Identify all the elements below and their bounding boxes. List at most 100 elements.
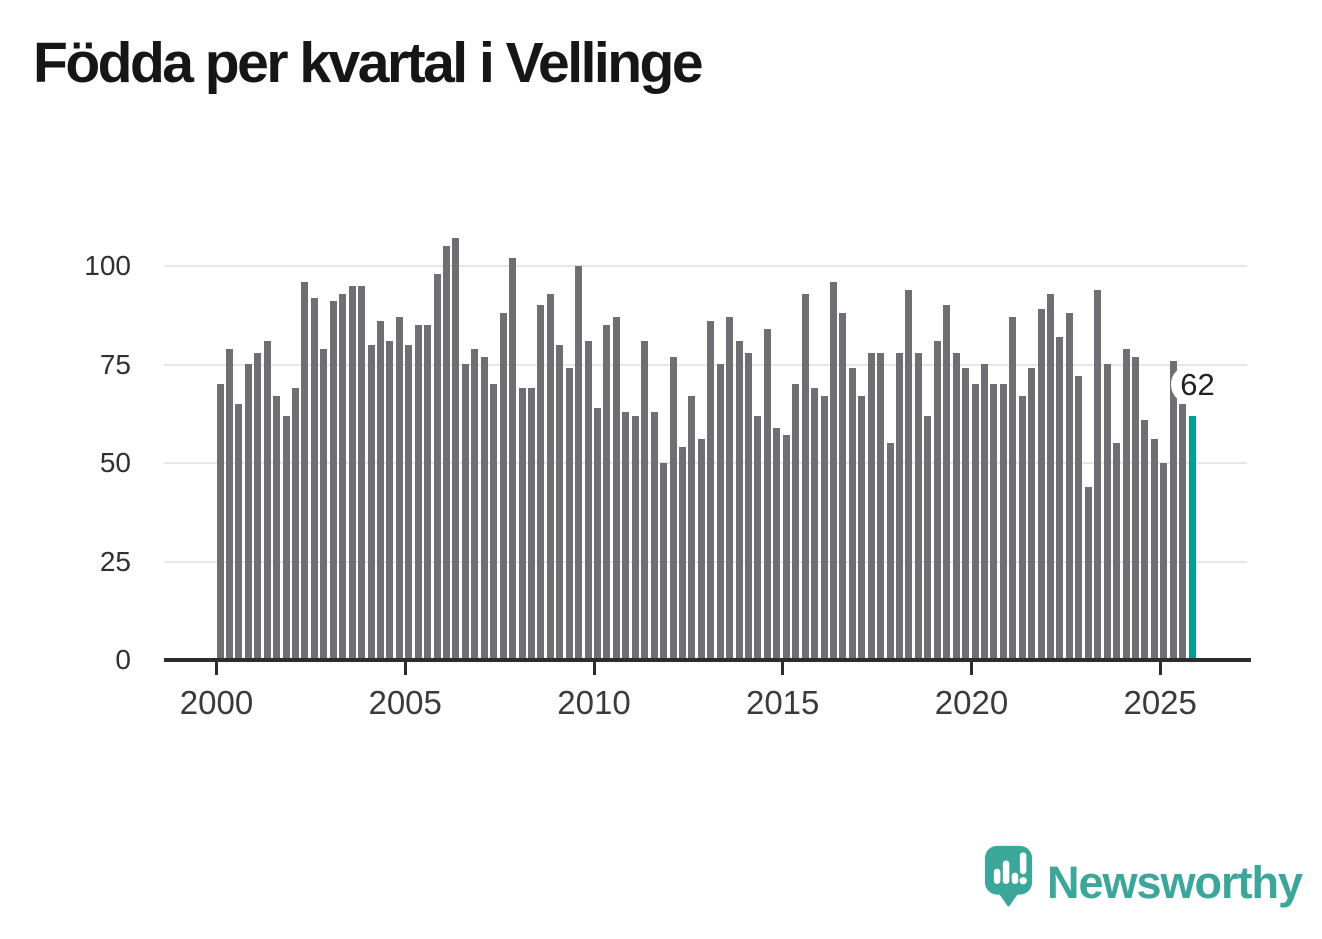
bar	[1047, 294, 1054, 660]
bar	[1028, 368, 1036, 660]
bar	[980, 364, 988, 660]
bar	[499, 313, 507, 660]
bar	[1141, 420, 1149, 660]
newsworthy-branding: Newsworthy	[984, 845, 1303, 920]
bar	[631, 416, 639, 660]
bar	[461, 364, 469, 660]
x-axis-tick	[781, 661, 785, 675]
bar	[914, 353, 922, 660]
value-label: 62	[1180, 366, 1215, 402]
bar	[858, 396, 866, 660]
x-axis-tick	[215, 661, 218, 675]
bar	[244, 364, 252, 660]
bar	[660, 463, 667, 660]
bar	[301, 282, 309, 660]
bar	[584, 341, 592, 660]
x-axis-tick	[1158, 661, 1162, 675]
bar	[782, 435, 790, 660]
highlighted-bar	[1188, 416, 1196, 660]
newsworthy-wordmark: Newsworthy	[1047, 857, 1303, 908]
bar	[829, 282, 837, 660]
bar	[518, 388, 526, 660]
bar	[867, 353, 875, 660]
bar	[726, 317, 734, 660]
bar	[839, 313, 847, 660]
bar	[697, 439, 705, 660]
bar	[348, 286, 356, 660]
bar	[490, 384, 498, 660]
bar	[395, 317, 403, 660]
bar	[971, 384, 979, 660]
bar	[1065, 313, 1073, 660]
bar	[678, 447, 686, 660]
chart-title: Födda per kvartal i Vellinge	[33, 31, 704, 95]
bar	[433, 274, 441, 660]
bar	[622, 412, 630, 660]
bar	[943, 305, 951, 660]
x-tick-label: 2020	[934, 684, 1009, 721]
y-tick-label: 0	[115, 644, 131, 675]
x-tick-label: 2000	[179, 684, 254, 721]
gridline	[164, 560, 1247, 563]
gridline	[164, 363, 1247, 366]
bar	[612, 317, 620, 660]
bar	[452, 238, 460, 660]
bar	[339, 294, 347, 660]
bar	[669, 357, 677, 660]
bar	[707, 321, 715, 660]
bar	[1179, 404, 1187, 660]
bar	[763, 329, 771, 660]
bar	[310, 298, 318, 660]
bar	[225, 349, 233, 660]
bar	[443, 246, 450, 660]
bar	[877, 353, 885, 660]
bar	[745, 353, 752, 660]
bar	[716, 364, 724, 660]
bar	[594, 408, 601, 660]
bar	[527, 388, 535, 660]
bar	[650, 412, 658, 660]
bar	[999, 384, 1007, 660]
bar	[1113, 443, 1120, 660]
bar	[565, 368, 573, 660]
bar	[1018, 396, 1026, 660]
bar	[641, 341, 649, 660]
x-tick-label: 2005	[368, 684, 442, 721]
x-tick-label: 2015	[745, 684, 820, 721]
bar	[216, 384, 224, 660]
bar	[688, 396, 696, 660]
bar	[754, 416, 762, 660]
bar	[848, 368, 856, 660]
bar	[896, 353, 903, 660]
bar	[1084, 487, 1092, 660]
bar	[556, 345, 564, 660]
bar	[1160, 463, 1168, 660]
x-axis-line	[164, 658, 1251, 662]
y-tick-label: 25	[99, 545, 131, 577]
bar	[603, 325, 611, 660]
bar	[282, 416, 290, 660]
x-axis-tick	[970, 661, 973, 675]
bar	[801, 294, 809, 660]
x-tick-label: 2025	[1123, 684, 1197, 721]
bar	[773, 428, 781, 660]
value-label-bubble: 62	[1171, 366, 1224, 403]
bar	[792, 384, 800, 660]
bar	[886, 443, 894, 660]
bar	[376, 321, 384, 660]
bar	[952, 353, 960, 660]
bar	[480, 357, 488, 660]
x-axis-tick	[592, 661, 596, 675]
bar	[235, 404, 243, 660]
bar	[1131, 357, 1139, 660]
gridline	[164, 265, 1247, 267]
bar	[1103, 364, 1111, 660]
bar	[414, 325, 422, 660]
bar	[273, 396, 281, 660]
bar	[424, 325, 432, 660]
bar	[1169, 361, 1177, 660]
y-tick-label: 100	[84, 250, 131, 281]
bar	[1037, 309, 1045, 660]
